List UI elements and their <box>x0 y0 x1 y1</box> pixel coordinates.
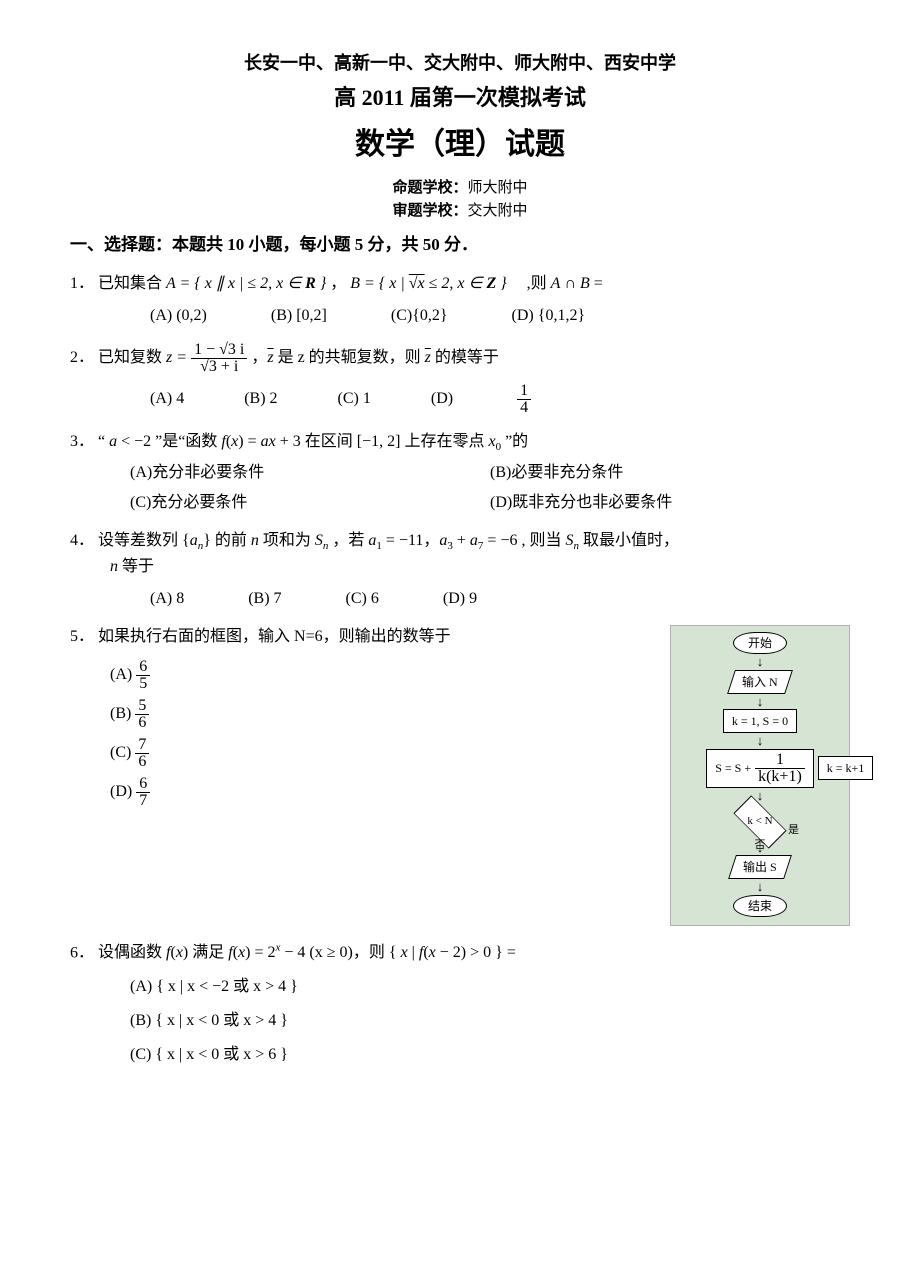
q5-option-D: (D) 67 <box>110 776 664 809</box>
review-label: 审题学校： <box>392 203 467 219</box>
q2-pre: 已知复数 <box>98 349 166 366</box>
q1-comma: ， <box>330 275 346 292</box>
q6-option-C: (C) { x | x < 0 或 x > 6 } <box>130 1043 850 1067</box>
q2-option-D: (D) 14 <box>431 383 651 416</box>
arrow-icon: ↓ <box>757 881 764 893</box>
origin-label: 命题学校： <box>392 180 467 196</box>
q3-option-A: (A)充分非必要条件 <box>130 464 264 481</box>
q3-number: 3． <box>70 433 94 450</box>
arrow-icon: ↓ <box>757 656 764 668</box>
q6-option-B: (B) { x | x < 0 或 x > 4 } <box>130 1009 850 1033</box>
arrow-icon: ↓ <box>757 735 764 747</box>
origin-line: 命题学校：师大附中 <box>70 177 850 200</box>
q6-options: (A) { x | x < −2 或 x > 4 } (B) { x | x <… <box>70 975 850 1067</box>
q6-option-A: (A) { x | x < −2 或 x > 4 } <box>130 975 850 999</box>
flow-condition: k < N 是 否 <box>735 804 785 840</box>
question-5-row: 5． 如果执行右面的框图，输入 N=6，则输出的数等于 (A) 65 (B) 5… <box>70 625 850 926</box>
q1-set-A: A = { x ∥ x | ≤ 2, x ∈ R } <box>166 275 326 292</box>
question-2: 2． 已知复数 z = 1 − √3 i √3 + i ，z 是 z 的共轭复数… <box>70 342 850 416</box>
q1-option-C: (C){0,2} <box>391 304 448 328</box>
arrow-icon: ↓ <box>757 790 764 802</box>
q2-options: (A) 4 (B) 2 (C) 1 (D) 14 <box>150 383 850 416</box>
flow-input: 输入 N <box>727 670 792 694</box>
q3-option-D: (D)既非充分也非必要条件 <box>490 494 672 511</box>
q2-option-B: (B) 2 <box>244 387 277 411</box>
q4-stem: 设等差数列 {an} 的前 n 项和为 Sn ，若 a1 = −11，a3 + … <box>98 532 679 549</box>
q4-options: (A) 8 (B) 7 (C) 6 (D) 9 <box>150 587 850 611</box>
q1-option-A: (A) (0,2) <box>150 304 207 328</box>
question-5: 5． 如果执行右面的框图，输入 N=6，则输出的数等于 (A) 65 (B) 5… <box>70 625 664 815</box>
question-6: 6． 设偶函数 f(x) 满足 f(x) = 2x − 4 (x ≥ 0)，则 … <box>70 940 850 1067</box>
q6-number: 6． <box>70 944 94 961</box>
q4-line2: n 等于 <box>110 555 850 579</box>
q1-number: 1． <box>70 275 94 292</box>
flowchart: 开始 ↓ 输入 N ↓ k = 1, S = 0 ↓ S = S + 1k(k+… <box>670 625 850 926</box>
q3-stem: “ a < −2 ”是“函数 f(x) = ax + 3 在区间 [−1, 2]… <box>98 433 528 450</box>
q3-option-B: (B)必要非充分条件 <box>490 464 623 481</box>
q4-option-B: (B) 7 <box>248 587 281 611</box>
q2-option-A: (A) 4 <box>150 387 184 411</box>
flow-output: 输出 S <box>728 855 791 879</box>
q2-frac-num: 1 − √3 i <box>191 342 247 359</box>
flow-step: S = S + 1k(k+1) <box>706 749 814 788</box>
q5-stem: 如果执行右面的框图，输入 N=6，则输出的数等于 <box>98 628 451 645</box>
schools-line: 长安一中、高新一中、交大附中、师大附中、西安中学 <box>70 50 850 77</box>
q1-option-B: (B) [0,2] <box>271 304 327 328</box>
review-line: 审题学校：交大附中 <box>70 200 850 223</box>
q2-z-lhs: z = <box>166 349 187 366</box>
q5-option-B: (B) 56 <box>110 698 664 731</box>
question-1: 1． 已知集合 A = { x ∥ x | ≤ 2, x ∈ R } ， B =… <box>70 272 850 328</box>
q1-option-D: (D) {0,1,2} <box>512 304 586 328</box>
flow-increment: k = k+1 <box>818 756 874 780</box>
paper-title: 数学（理）试题 <box>70 122 850 167</box>
q4-option-C: (C) 6 <box>346 587 379 611</box>
q5-option-C: (C) 76 <box>110 737 664 770</box>
flow-end: 结束 <box>733 895 787 917</box>
q2-frac-den: √3 + i <box>191 359 247 375</box>
review-school: 交大附中 <box>468 203 528 219</box>
q5-option-A: (A) 65 <box>110 659 664 692</box>
q5-number: 5． <box>70 628 94 645</box>
q1-set-B: B = { x | √x ≤ 2, x ∈ Z } <box>350 275 506 292</box>
origin-school: 师大附中 <box>468 180 528 196</box>
arrow-icon: ↓ <box>757 696 764 708</box>
q4-option-A: (A) 8 <box>150 587 184 611</box>
q4-number: 4． <box>70 532 94 549</box>
q1-tail: ,则 A ∩ B = <box>511 275 603 292</box>
q3-options-row2: (C)充分必要条件 (D)既非充分也非必要条件 <box>130 491 850 515</box>
section-1-heading: 一、选择题：本题共 10 小题，每小题 5 分，共 50 分． <box>70 232 850 258</box>
q3-option-C: (C)充分必要条件 <box>130 494 247 511</box>
question-3: 3． “ a < −2 ”是“函数 f(x) = ax + 3 在区间 [−1,… <box>70 430 850 516</box>
q2-option-C: (C) 1 <box>338 387 371 411</box>
question-4: 4． 设等差数列 {an} 的前 n 项和为 Sn ，若 a1 = −11，a3… <box>70 529 850 611</box>
q1-options: (A) (0,2) (B) [0,2] (C){0,2} (D) {0,1,2} <box>150 304 850 328</box>
q2-fraction: 1 − √3 i √3 + i <box>191 342 247 375</box>
q6-stem: 设偶函数 f(x) 满足 f(x) = 2x − 4 (x ≥ 0)，则 { x… <box>98 944 516 961</box>
flow-start: 开始 <box>733 632 787 654</box>
q2-mid: ，z 是 z 的共轭复数，则 z 的模等于 <box>251 349 499 366</box>
q1-stem-pre: 已知集合 <box>98 275 166 292</box>
q3-options-row1: (A)充分非必要条件 (B)必要非充分条件 <box>130 461 850 485</box>
exam-session: 高 2011 届第一次模拟考试 <box>70 81 850 114</box>
flow-init: k = 1, S = 0 <box>723 709 797 733</box>
q4-option-D: (D) 9 <box>443 587 477 611</box>
flow-yes-label: 是 <box>788 822 799 839</box>
q2-number: 2． <box>70 349 94 366</box>
